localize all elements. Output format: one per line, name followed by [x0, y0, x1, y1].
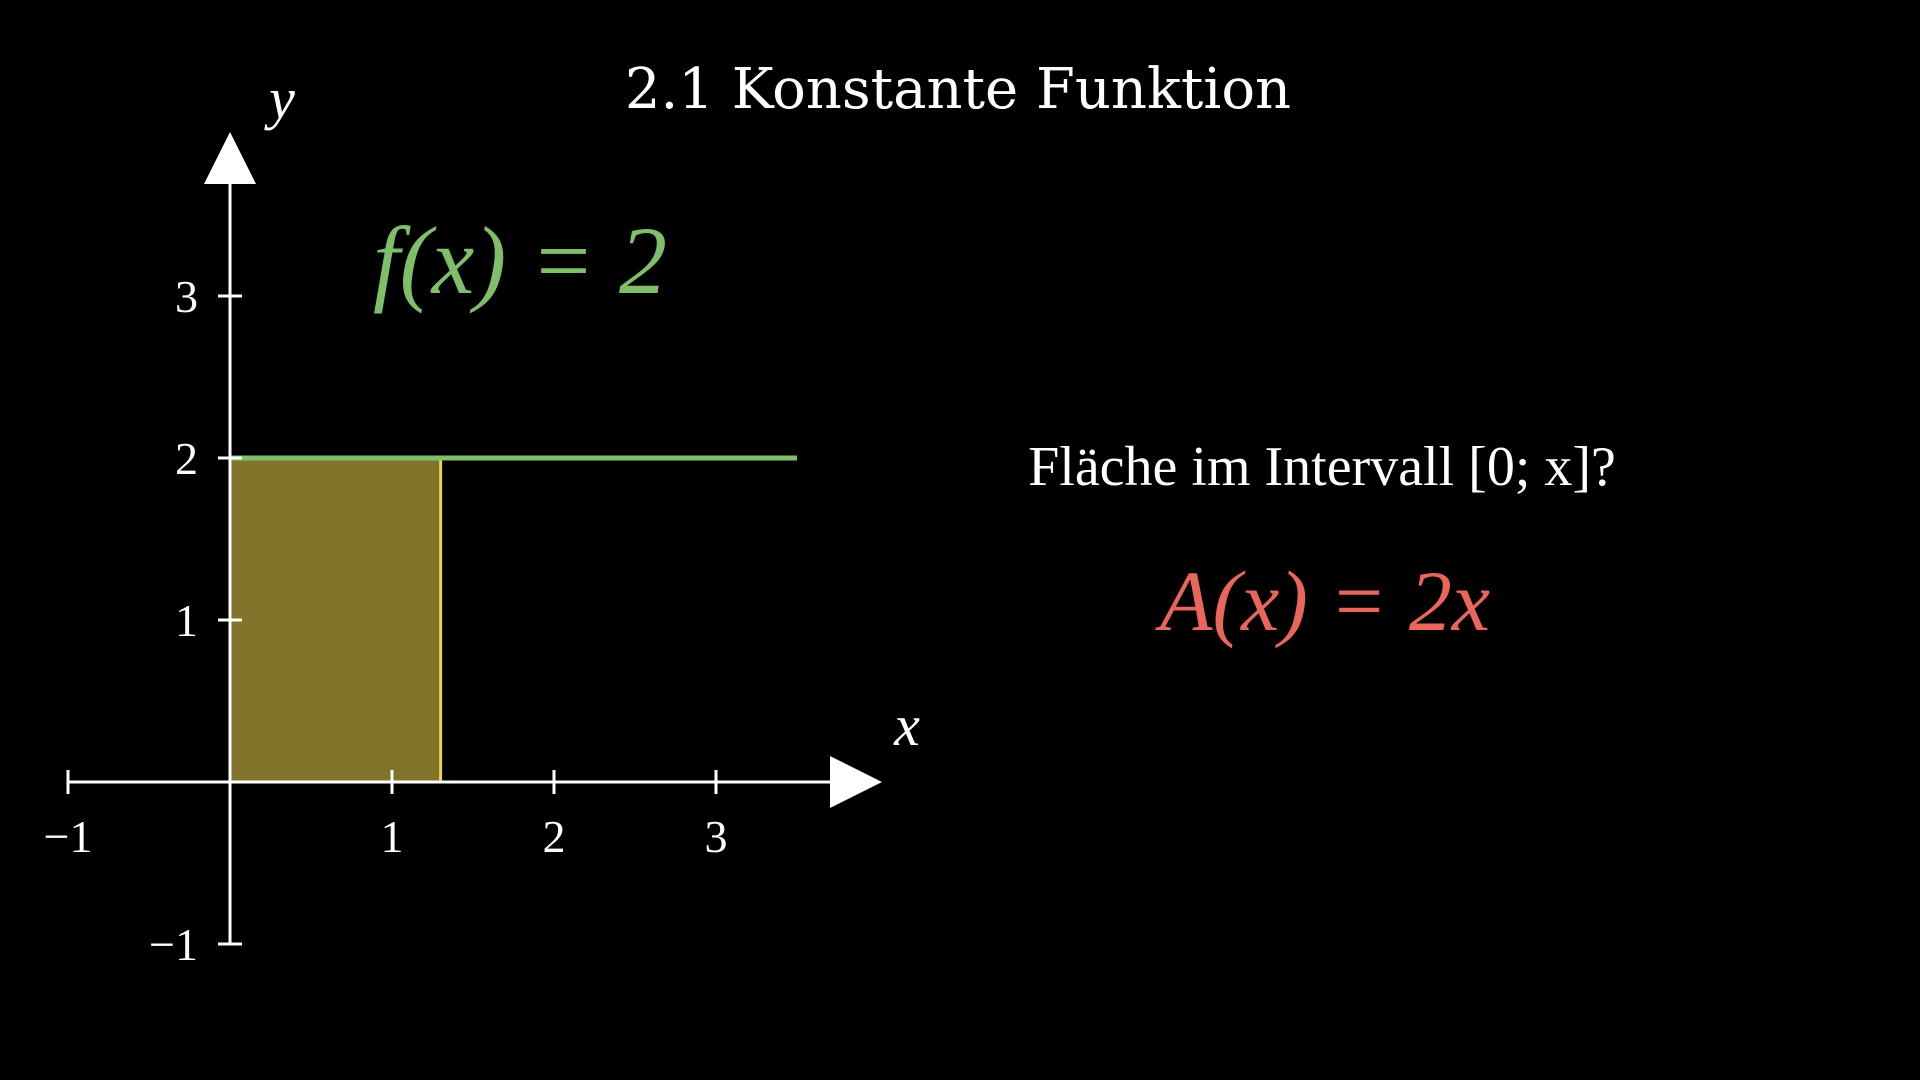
x-axis-label: x	[893, 693, 920, 758]
y-axis-ticks: −1 1 2 3	[149, 271, 242, 970]
page-title: 2.1 Konstante Funktion	[625, 57, 1291, 122]
question-text: Fläche im Intervall [0; x]?	[1028, 436, 1616, 498]
y-axis-arrowhead-icon	[204, 132, 256, 184]
y-axis-label: y	[264, 66, 295, 131]
shaded-area	[228, 456, 443, 784]
x-tick-label: 2	[543, 811, 566, 862]
x-tick-label: 3	[705, 811, 728, 862]
y-tick-label: 2	[175, 433, 198, 484]
x-axis-ticks: −1 1 2 3	[44, 770, 728, 862]
y-tick-label: 1	[175, 595, 198, 646]
x-tick-label: −1	[44, 811, 93, 862]
y-tick-label: −1	[149, 919, 198, 970]
area-formula: A(x) = 2x	[1155, 553, 1490, 649]
function-label: f(x) = 2	[373, 207, 667, 314]
x-axis-arrowhead-icon	[830, 756, 882, 808]
x-tick-label: 1	[381, 811, 404, 862]
y-tick-label: 3	[175, 271, 198, 322]
